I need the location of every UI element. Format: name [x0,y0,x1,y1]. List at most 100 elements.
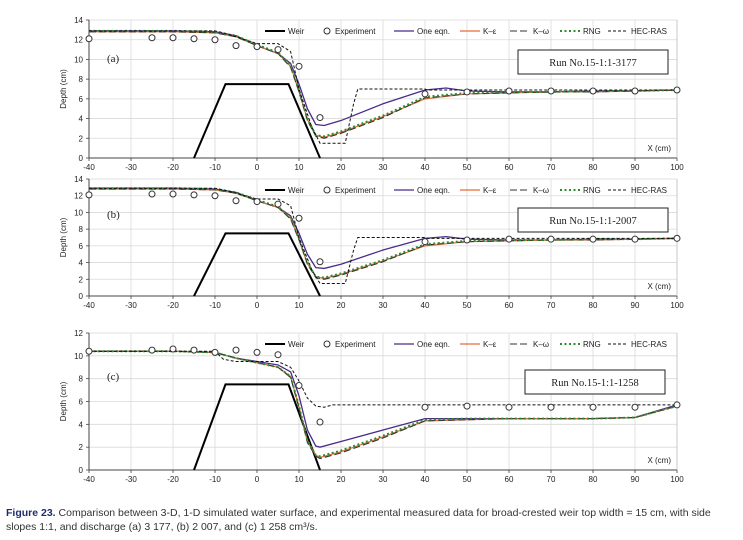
y-axis-label: Depth (cm) [59,381,68,421]
x-tick-label: -10 [209,301,221,310]
experiment-point [295,214,303,222]
y-tick-label: 14 [74,175,83,184]
y-tick-label: 2 [79,443,84,452]
x-axis-label: X (cm) [647,282,671,291]
legend-label: K–ω [533,340,549,349]
experiment-point [547,87,555,95]
legend-label: K–ε [483,340,497,349]
x-tick-label: -40 [83,475,95,484]
x-tick-label: -40 [83,301,95,310]
legend-label: One eqn. [417,340,450,349]
experiment-point [232,346,240,354]
experiment-point [421,403,429,411]
experiment-point [85,191,93,199]
legend-item-weir: Weir [265,27,305,36]
y-tick-label: 2 [79,134,84,143]
legend-label: HEC-RAS [631,186,667,195]
legend-item-weir: Weir [265,186,305,195]
x-tick-label: 30 [379,163,388,172]
legend-label: Experiment [335,340,376,349]
legend-item-experiment: Experiment [323,27,376,36]
x-tick-label: 40 [421,301,430,310]
y-tick-label: 8 [79,75,84,84]
legend-label: HEC-RAS [631,27,667,36]
legend-label: Weir [288,186,305,195]
experiment-point [505,87,513,95]
y-tick-label: 10 [74,208,83,217]
y-tick-label: 10 [74,352,83,361]
experiment-point [85,347,93,355]
legend-item-experiment: Experiment [323,186,376,195]
y-tick-label: 4 [79,115,84,124]
experiment-point [589,87,597,95]
run-label-box [524,369,666,395]
x-tick-label: -20 [167,163,179,172]
experiment-point [421,90,429,98]
y-tick-label: 6 [79,398,84,407]
x-tick-label: 40 [421,163,430,172]
x-tick-label: 70 [547,301,556,310]
experiment-point [211,192,219,200]
experiment-point [148,34,156,42]
experiment-point [463,236,471,244]
x-tick-label: 0 [255,163,260,172]
series-line-k [89,350,678,460]
x-tick-label: -30 [125,475,137,484]
x-tick-label: 0 [255,475,260,484]
legend-label: K–ω [533,27,549,36]
x-tick-label: 50 [463,301,472,310]
experiment-point [253,198,261,206]
x-tick-label: -20 [167,301,179,310]
x-tick-label: 20 [337,475,346,484]
legend-label: Weir [288,27,305,36]
x-tick-label: 10 [295,301,304,310]
legend-item-rng: RNG [560,340,601,349]
experiment-point [148,346,156,354]
x-tick-label: 80 [589,475,598,484]
caption-text: Comparison between 3-D, 1-D simulated wa… [6,507,711,533]
legend-item-one-eqn: One eqn. [394,340,450,349]
x-tick-label: 10 [295,475,304,484]
x-tick-label: 10 [295,163,304,172]
legend-label: K–ε [483,27,497,36]
x-tick-label: 30 [379,475,388,484]
series-line-rng [89,350,678,458]
experiment-point [316,258,324,266]
legend-label: K–ε [483,186,497,195]
x-tick-label: 50 [463,475,472,484]
x-tick-label: 30 [379,301,388,310]
x-axis-label: X (cm) [647,144,671,153]
x-tick-label: 90 [631,475,640,484]
y-tick-label: 10 [74,55,83,64]
x-tick-label: 0 [255,301,260,310]
legend-label: HEC-RAS [631,340,667,349]
legend-label: RNG [583,186,601,195]
y-tick-label: 12 [74,329,83,338]
experiment-point [505,235,513,243]
legend-item-hec-ras: HEC-RAS [608,27,667,36]
experiment-point [631,403,639,411]
panel-label: (b) [107,209,120,221]
legend-item-hec-ras: HEC-RAS [608,186,667,195]
y-axis-label: Depth (cm) [59,69,68,109]
experiment-point [190,191,198,199]
x-tick-label: -20 [167,475,179,484]
legend-item-k: K–ω [510,340,549,349]
run-label-box [517,49,669,75]
experiment-point [589,235,597,243]
experiment-point [463,88,471,96]
x-tick-label: 20 [337,163,346,172]
legend-label: RNG [583,27,601,36]
x-tick-label: 80 [589,163,598,172]
experiment-point [232,197,240,205]
experiment-point [673,86,681,94]
legend-item-experiment: Experiment [323,340,376,349]
x-tick-label: -10 [209,475,221,484]
x-tick-label: 90 [631,301,640,310]
series-line-rng [89,29,678,138]
legend-label: One eqn. [417,186,450,195]
y-tick-label: 8 [79,225,84,234]
run-label: Run No.15-1:1-2007 [549,216,637,227]
x-tick-label: -30 [125,163,137,172]
